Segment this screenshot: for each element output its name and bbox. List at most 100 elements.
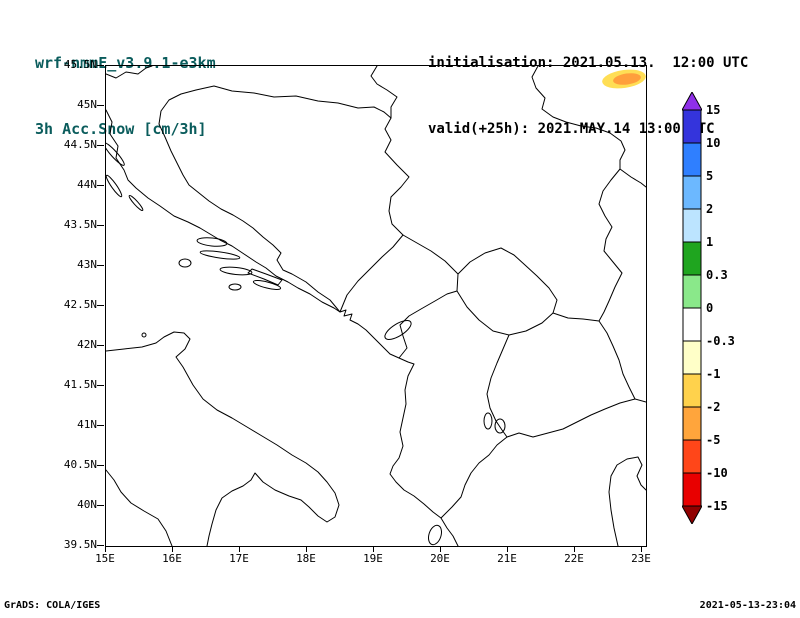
island <box>228 283 242 291</box>
map-canvas <box>106 66 646 546</box>
init-time-text: initialisation: 2021.05.13. 12:00 UTC <box>428 55 749 71</box>
lon-tick-label: 18E <box>296 552 316 565</box>
lat-tick-label: 41.5N <box>63 378 97 391</box>
lon-tick-label: 16E <box>162 552 182 565</box>
colorbar-arrow-up <box>682 92 702 111</box>
border-path <box>440 436 508 519</box>
lat-tick-label: 43N <box>77 258 97 271</box>
lat-tick-label: 39.5N <box>63 538 97 551</box>
border-path <box>619 168 646 188</box>
border-path <box>506 398 646 438</box>
island <box>219 266 253 276</box>
colorbar-segment <box>682 175 702 210</box>
border-path <box>370 66 398 119</box>
lat-tick <box>97 505 104 506</box>
lat-tick-label: 42N <box>77 338 97 351</box>
island <box>128 194 144 212</box>
lat-tick <box>97 385 104 386</box>
coastline-path <box>608 456 646 546</box>
border-path <box>106 66 153 79</box>
colorbar-arrow-down <box>682 505 702 524</box>
colorbar-segment <box>682 109 702 144</box>
peninsula <box>247 268 283 286</box>
lat-tick <box>97 305 104 306</box>
lat-tick-label: 40N <box>77 498 97 511</box>
lat-tick <box>97 465 104 466</box>
lon-tick <box>641 547 642 552</box>
colorbar <box>682 92 702 524</box>
lat-tick-label: 40.5N <box>63 458 97 471</box>
border-path <box>398 290 458 359</box>
colorbar-level-label: 2 <box>706 202 714 216</box>
lat-tick <box>97 185 104 186</box>
colorbar-level-label: 1 <box>706 235 714 249</box>
colorbar-level-label: 5 <box>706 169 714 183</box>
island <box>178 258 192 268</box>
lat-tick-label: 43.5N <box>63 218 97 231</box>
border-path <box>456 247 558 336</box>
lon-tick-label: 22E <box>564 552 584 565</box>
colorbar-segment <box>682 208 702 243</box>
island <box>428 524 442 546</box>
island <box>252 280 282 290</box>
colorbar-level-label: 0.3 <box>706 268 728 282</box>
colorbar-level-label: 0 <box>706 301 714 315</box>
lat-tick <box>97 265 104 266</box>
island <box>196 237 228 247</box>
coastline-path <box>106 109 459 546</box>
lat-tick <box>97 225 104 226</box>
colorbar-segment <box>682 439 702 474</box>
lon-tick-label: 20E <box>430 552 450 565</box>
lon-tick <box>172 547 173 552</box>
colorbar-segment <box>682 373 702 408</box>
coastline-path <box>106 469 173 546</box>
lat-tick <box>97 545 104 546</box>
lon-tick <box>239 547 240 552</box>
lake <box>494 418 506 434</box>
colorbar-level-label: -15 <box>706 499 728 513</box>
lon-tick <box>105 547 106 552</box>
lon-tick <box>574 547 575 552</box>
border-path <box>598 320 636 400</box>
lat-tick <box>97 345 104 346</box>
valid-time-text: valid(+25h): 2021.MAY.14 13:00 UTC <box>428 121 715 137</box>
colorbar-segment <box>682 274 702 309</box>
colorbar-level-label: -0.3 <box>706 334 735 348</box>
lon-tick <box>306 547 307 552</box>
lon-tick-label: 23E <box>631 552 651 565</box>
colorbar-segment <box>682 406 702 441</box>
country-borders <box>106 66 646 519</box>
lon-tick <box>507 547 508 552</box>
colorbar-segment <box>682 241 702 276</box>
lon-tick-label: 15E <box>95 552 115 565</box>
lat-tick-label: 42.5N <box>63 298 97 311</box>
coastlines <box>106 109 646 546</box>
lakes <box>384 320 506 434</box>
lon-tick <box>440 547 441 552</box>
snow-area-inner <box>613 73 641 85</box>
lon-tick-label: 19E <box>363 552 383 565</box>
border-path <box>531 66 626 322</box>
lake <box>384 320 412 340</box>
colorbar-level-label: -2 <box>706 400 721 414</box>
colorbar-level-label: -5 <box>706 433 721 447</box>
colorbar-segment <box>682 307 702 342</box>
islands <box>106 142 442 546</box>
island <box>106 142 125 166</box>
colorbar-segment <box>682 472 702 507</box>
border-path <box>552 312 600 322</box>
colorbar-level-label: -1 <box>706 367 721 381</box>
island <box>106 174 123 198</box>
border-path <box>158 89 341 313</box>
lat-tick <box>97 425 104 426</box>
lake <box>483 412 493 430</box>
lat-tick-label: 41N <box>77 418 97 431</box>
header-right: initialisation: 2021.05.13. 12:00 UTC va… <box>428 8 748 162</box>
border-path <box>384 117 410 236</box>
snow-contour-area <box>602 69 646 89</box>
colorbar-level-label: -10 <box>706 466 728 480</box>
lat-tick-label: 44N <box>77 178 97 191</box>
colorbar-segment <box>682 340 702 375</box>
coastline-path <box>106 331 340 546</box>
